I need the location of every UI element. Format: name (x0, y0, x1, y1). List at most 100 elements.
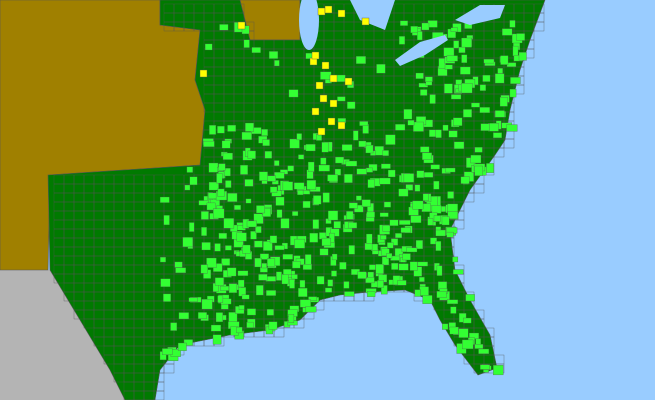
county-common (444, 64, 453, 70)
county-common (381, 285, 388, 295)
county-common (478, 348, 490, 354)
county-common (506, 62, 517, 67)
county-common (377, 280, 384, 288)
county-common (200, 211, 209, 220)
county-common (256, 205, 265, 214)
county-common (254, 240, 263, 248)
county-common (405, 184, 414, 191)
county-common (381, 256, 390, 266)
county-common (297, 190, 304, 196)
county-common (347, 101, 356, 109)
county-common (264, 151, 273, 159)
county-common (486, 163, 494, 173)
county-common (259, 253, 269, 260)
county-common (254, 257, 262, 268)
county-common (510, 77, 521, 84)
county-common (276, 209, 283, 218)
county-common (288, 314, 295, 323)
county-common (416, 170, 425, 178)
county-common (429, 94, 436, 104)
county-common (422, 152, 432, 160)
county-common (217, 295, 224, 303)
county-common (344, 291, 355, 297)
county-common (219, 24, 229, 31)
county-common (412, 200, 424, 210)
county-common (237, 270, 249, 276)
county-common (261, 263, 267, 269)
county-rare (344, 77, 353, 86)
rare-presence-counties (199, 5, 370, 136)
county-common (227, 193, 238, 202)
county-rare (311, 107, 320, 116)
county-common (236, 232, 247, 242)
county-common (398, 188, 409, 197)
county-common (414, 184, 421, 192)
county-common (375, 264, 384, 274)
county-common (208, 162, 219, 173)
county-common (162, 348, 173, 355)
county-common (241, 294, 250, 300)
county (533, 21, 545, 32)
county-common (204, 43, 213, 51)
county-common (402, 253, 411, 261)
county-common (222, 152, 233, 160)
county-common (355, 56, 366, 64)
county-common (316, 276, 325, 285)
county-common (334, 168, 341, 176)
county-rare (329, 74, 338, 83)
county-common (435, 129, 442, 138)
county-common (395, 233, 403, 239)
county-common (281, 274, 289, 285)
county-common (305, 306, 317, 313)
county-common (452, 269, 464, 275)
county-common (221, 258, 231, 266)
county-common (502, 28, 513, 36)
county-common (292, 211, 299, 216)
county-common (246, 220, 257, 228)
county-common (433, 180, 440, 190)
county-common (307, 161, 315, 172)
county-common (397, 280, 407, 286)
county-rare (315, 81, 324, 90)
county-common (422, 193, 429, 201)
county (463, 192, 475, 203)
county-common (206, 257, 217, 268)
county-common (292, 261, 301, 269)
county-common (282, 181, 293, 191)
county-common (220, 285, 230, 291)
county (163, 363, 175, 374)
county-common (453, 117, 463, 126)
county-common (309, 232, 319, 243)
county-common (461, 54, 468, 63)
county-common (160, 278, 171, 287)
county-common (258, 274, 268, 281)
county-common (246, 321, 254, 328)
county-common (430, 237, 437, 245)
county-common (483, 58, 495, 64)
county-common (308, 296, 317, 301)
county-common (255, 285, 264, 296)
county-common (399, 220, 411, 225)
county-common (343, 281, 350, 289)
county-rare (317, 7, 326, 16)
county-common (442, 124, 449, 131)
county-common (267, 258, 276, 267)
county-common (442, 323, 449, 330)
county-common (458, 328, 469, 338)
county-common (299, 280, 306, 288)
county-common (209, 125, 217, 135)
county-common (400, 20, 408, 26)
county-common (447, 191, 454, 199)
county-common (182, 237, 193, 248)
county-common (348, 202, 358, 209)
county-common (339, 262, 347, 270)
mexico-land (0, 270, 125, 400)
county-common (237, 279, 245, 288)
county-common (327, 174, 338, 182)
county-common (274, 245, 285, 251)
county-common (382, 150, 389, 156)
county-common (218, 232, 227, 239)
county-common (423, 172, 434, 178)
county-common (407, 120, 415, 126)
county-common (247, 308, 256, 316)
